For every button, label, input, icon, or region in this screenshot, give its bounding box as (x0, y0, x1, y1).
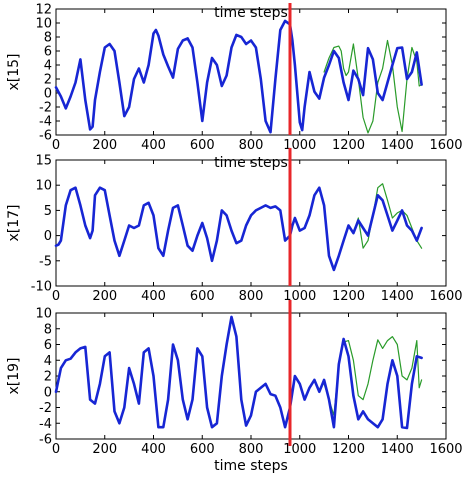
x-tick-label: 200 (92, 138, 117, 153)
x-tick-label: 800 (239, 289, 264, 304)
x-tick-label: 800 (239, 442, 264, 457)
x-tick-label: 800 (239, 138, 264, 153)
y-tick-label: -2 (39, 401, 52, 416)
y-tick-label: 6 (44, 338, 52, 353)
y-tick-label: 4 (44, 59, 52, 74)
y-tick-label: 10 (35, 17, 52, 32)
x-tick-label: 0 (52, 138, 60, 153)
y-tick-label: 5 (44, 204, 52, 219)
y-tick-label: -4 (39, 417, 52, 432)
x-tick-label: 600 (190, 442, 215, 457)
series-line-green (323, 39, 423, 134)
y-tick-label: 10 (35, 179, 52, 194)
x-tick-label: 600 (190, 138, 215, 153)
panel-1: x[15] time steps 0 200 400 600 800 1000 1200 14… (6, 3, 463, 154)
y-tick-label: -10 (31, 280, 52, 295)
x-tick-label: 0 (52, 289, 60, 304)
x-tick-label: 1200 (332, 138, 365, 153)
y-tick-label: 2 (44, 370, 52, 385)
y-tick-label: 8 (44, 322, 52, 337)
x-tick-label: 400 (141, 138, 166, 153)
y-axis-label: x[19] (6, 357, 22, 394)
y-axis-label: x[15] (6, 53, 22, 90)
y-tick-label: 12 (35, 3, 52, 18)
x-tick-label: 1200 (332, 289, 365, 304)
y-tick-label: 2 (44, 73, 52, 88)
y-tick-label: -6 (39, 433, 52, 448)
series-line-blue (54, 19, 423, 134)
x-tick-label: 1000 (283, 138, 316, 153)
y-tick-label: 4 (44, 354, 52, 369)
x-tick-label: 600 (190, 289, 215, 304)
x-tick-label: 1600 (429, 289, 462, 304)
y-tick-label: -6 (39, 129, 52, 144)
y-tick-label: 15 (35, 154, 52, 169)
y-tick-label: 10 (35, 307, 52, 322)
x-tick-label: 0 (52, 442, 60, 457)
x-tick-label: 400 (141, 289, 166, 304)
x-tick-label: 1600 (429, 138, 462, 153)
y-tick-label: -2 (39, 101, 52, 116)
x-tick-label: 1400 (381, 442, 414, 457)
y-tick-label: 0 (44, 87, 52, 102)
series-line-blue (54, 186, 423, 272)
y-tick-label: 0 (44, 229, 52, 244)
x-tick-label: 1400 (381, 289, 414, 304)
x-tick-label: 1200 (332, 442, 365, 457)
y-tick-label: 0 (44, 385, 52, 400)
x-tick-label: 400 (141, 442, 166, 457)
plot-frame (55, 312, 447, 440)
y-axis-label: x[17] (6, 204, 22, 241)
x-tick-label: 1400 (381, 138, 414, 153)
y-tick-label: 8 (44, 31, 52, 46)
x-tick-label: 1600 (429, 442, 462, 457)
y-tick-label: 6 (44, 45, 52, 60)
panel-2: x[17] time steps 0 200 400 600 800 1000 1200 14… (6, 148, 463, 304)
panel-3: x[19] time steps 0 200 400 600 800 1000 1200 14… (6, 300, 463, 474)
x-tick-label: 1000 (283, 442, 316, 457)
plot-frame (55, 8, 447, 136)
x-axis-label: time steps (214, 458, 288, 474)
x-tick-label: 1000 (283, 289, 316, 304)
series-line-blue (54, 315, 423, 430)
y-tick-label: -4 (39, 115, 52, 130)
y-tick-label: -5 (39, 254, 52, 269)
x-tick-label: 200 (92, 289, 117, 304)
x-tick-label: 200 (92, 442, 117, 457)
plot-frame (55, 159, 447, 287)
